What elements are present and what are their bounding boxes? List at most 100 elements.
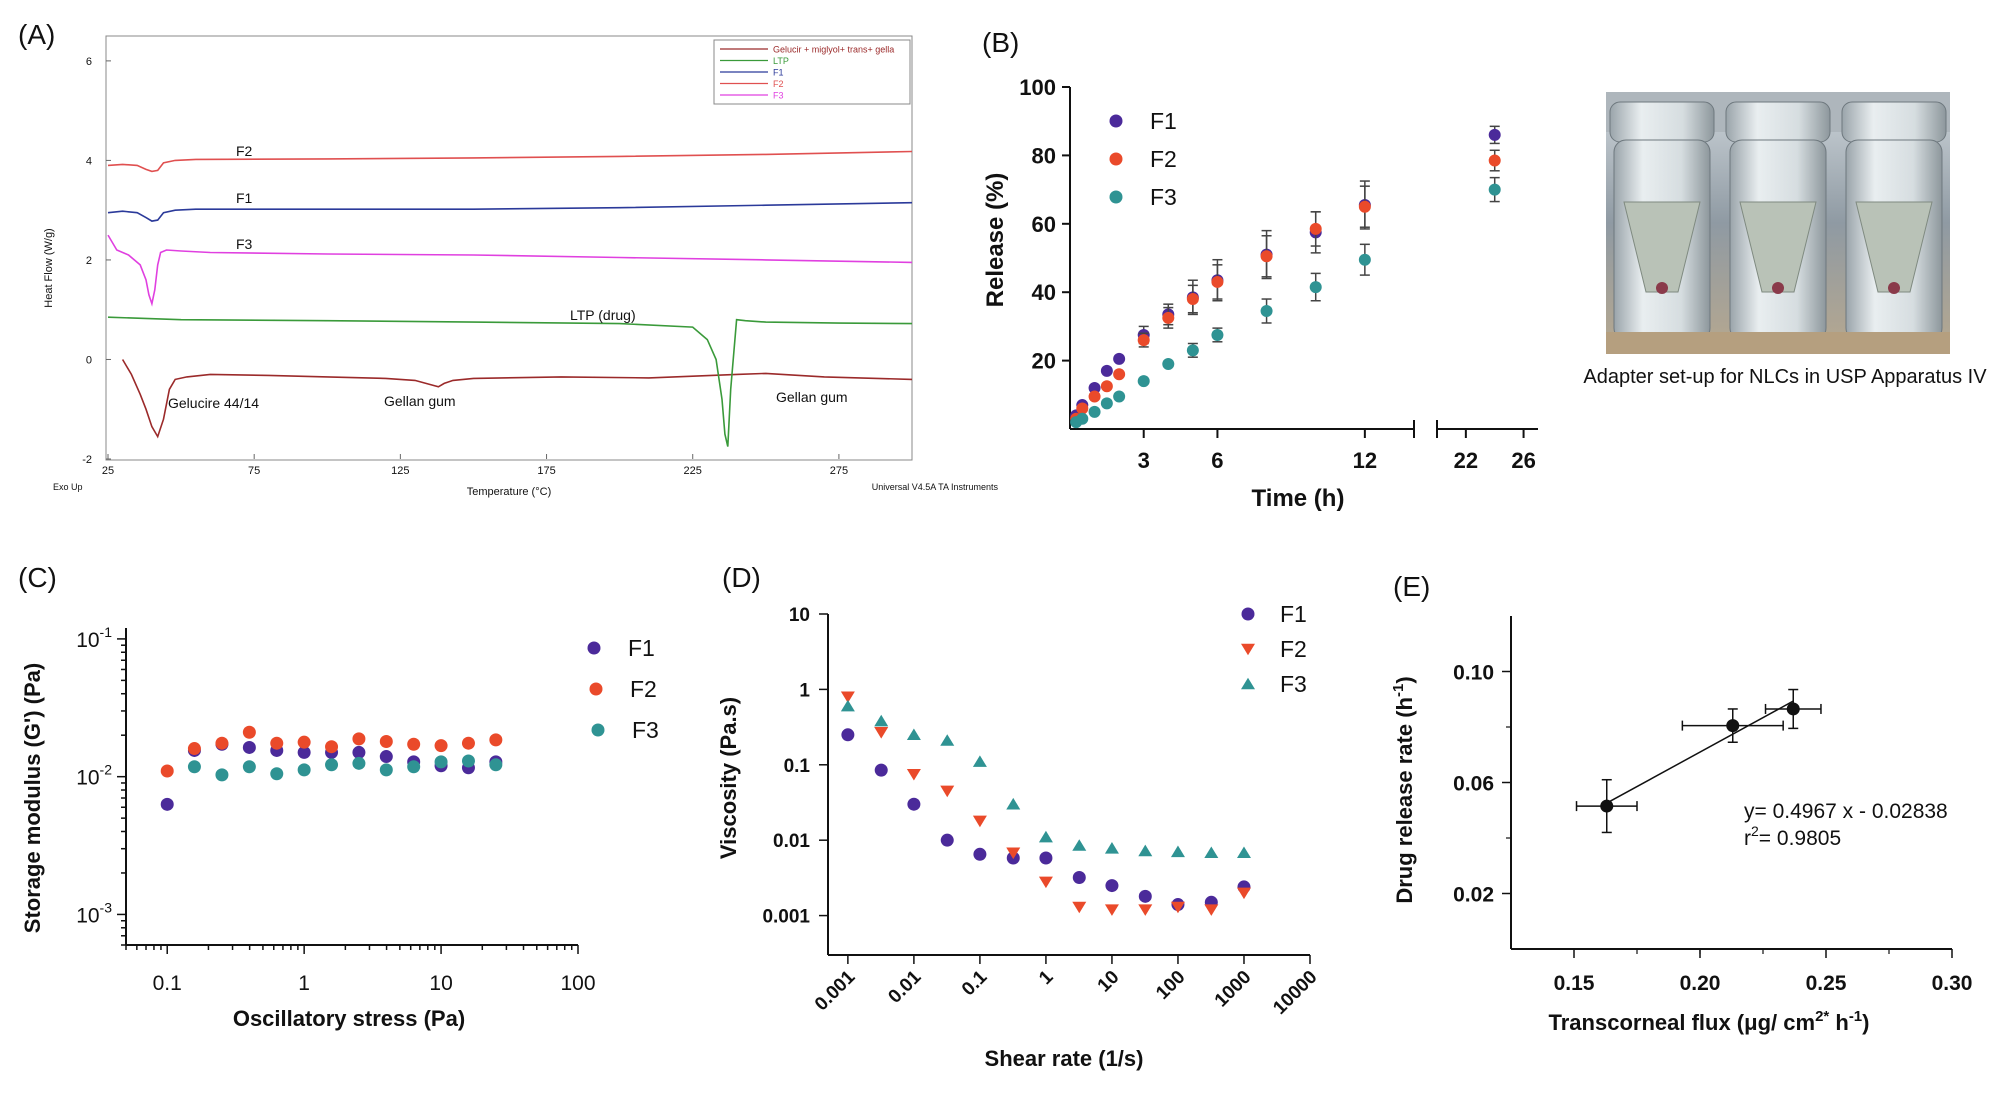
- release-point: [1100, 364, 1113, 377]
- storage-point: [297, 763, 311, 777]
- dsc-y-tick-label: -2: [82, 454, 92, 466]
- dsc-legend-label: F1: [773, 68, 784, 78]
- release-point: [1309, 222, 1322, 235]
- viscosity-x-tick-label: 0.01: [884, 966, 925, 1007]
- dsc-x-tick-label: 75: [248, 465, 260, 477]
- apparatus-photo: [1606, 92, 1950, 354]
- correlation-equation: y= 0.4967 x - 0.02838: [1744, 800, 1948, 823]
- dsc-y-tick-label: 4: [86, 155, 92, 167]
- storage-x-tick-label: 10: [429, 972, 452, 995]
- release-point: [1100, 380, 1113, 393]
- viscosity-point: [1105, 879, 1119, 893]
- dsc-x-tick-label: 125: [391, 465, 409, 477]
- release-point: [1358, 200, 1371, 213]
- viscosity-point: [940, 833, 954, 847]
- correlation-x-tick-label: 0.20: [1680, 972, 1721, 995]
- storage-point: [407, 737, 421, 751]
- viscosity-point: [1204, 846, 1219, 859]
- release-legend-marker: [1109, 190, 1123, 204]
- release-x-tick-label: 6: [1211, 448, 1223, 473]
- viscosity-point: [1006, 847, 1021, 860]
- release-point: [1309, 281, 1322, 294]
- dsc-legend-label: F2: [773, 79, 784, 89]
- viscosity-point: [1170, 845, 1185, 858]
- storage-point: [325, 740, 339, 754]
- storage-point: [242, 760, 256, 774]
- storage-point: [297, 735, 311, 749]
- dsc-chart: 25 75 125 175 225 275 -2 0 2 4 6 Gelucir + miglyol…: [43, 35, 998, 498]
- viscosity-ylabel: Viscosity (Pa.s): [716, 697, 741, 859]
- viscosity-point: [874, 727, 889, 739]
- correlation-y-tick-label: 0.06: [1453, 773, 1494, 796]
- storage-y-tick-label: 10-3: [76, 899, 112, 927]
- correlation-y-tick-label: 0.02: [1453, 884, 1494, 907]
- viscosity-point: [973, 847, 987, 861]
- viscosity-point: [906, 768, 921, 781]
- storage-y-tick-label: 10-1: [76, 624, 112, 652]
- adapter-2: [1725, 101, 1831, 341]
- release-ylabel: Release (%): [982, 173, 1009, 308]
- correlation-x-tick-label: 0.30: [1932, 972, 1973, 995]
- storage-x-tick-label: 100: [560, 972, 595, 995]
- viscosity-y-tick-label: 0.01: [773, 831, 810, 852]
- viscosity-point: [1006, 797, 1021, 810]
- storage-point: [242, 725, 256, 739]
- photo-caption: Adapter set-up for NLCs in USP Apparatus…: [1583, 366, 1987, 388]
- correlation-x-tick-label: 0.15: [1554, 972, 1595, 995]
- release-point: [1358, 253, 1371, 266]
- correlation-point: [1786, 702, 1800, 716]
- storage-legend-label: F2: [630, 676, 657, 702]
- viscosity-point: [1072, 839, 1087, 851]
- release-legend-label: F2: [1150, 146, 1177, 172]
- release-point: [1488, 154, 1501, 167]
- release-point: [1260, 305, 1273, 318]
- correlation-chart: 0.15 0.20 0.25 0.30 0.02 0.06 0.10 y= 0.4967 x…: [1390, 616, 1972, 1035]
- release-point: [1088, 405, 1101, 418]
- viscosity-x-tick-label: 10: [1094, 967, 1124, 997]
- dsc-x-tick-label: 275: [830, 465, 848, 477]
- dsc-annotation-f1: F1: [236, 190, 253, 206]
- viscosity-legend-label: F1: [1280, 601, 1307, 627]
- correlation-fit-line: [1606, 700, 1794, 804]
- viscosity-point: [840, 699, 855, 712]
- storage-legend-label: F1: [628, 635, 655, 661]
- storage-legend-label: F3: [632, 717, 659, 743]
- release-y-tick-label: 60: [1032, 212, 1056, 237]
- viscosity-point: [1138, 904, 1153, 916]
- release-point: [1137, 375, 1150, 388]
- viscosity-point: [1104, 904, 1119, 916]
- storage-point: [352, 745, 366, 759]
- panel-label-e: (E): [1393, 571, 1430, 602]
- viscosity-point: [940, 785, 955, 798]
- dsc-legend-label: LTP: [773, 56, 789, 66]
- storage-legend-marker: [589, 682, 603, 696]
- release-point: [1088, 390, 1101, 403]
- viscosity-point: [874, 714, 889, 727]
- viscosity-point: [972, 815, 987, 828]
- viscosity-point: [972, 755, 987, 767]
- viscosity-point: [874, 763, 888, 777]
- correlation-point: [1600, 799, 1614, 813]
- dsc-y-tick-label: 2: [86, 255, 92, 267]
- release-y-tick-label: 20: [1032, 349, 1056, 374]
- viscosity-point: [906, 728, 921, 741]
- adapter-3: [1841, 101, 1947, 341]
- viscosity-y-tick-label: 1: [799, 680, 810, 701]
- dsc-exo-up: Exo Up: [53, 482, 83, 492]
- storage-point: [352, 732, 366, 746]
- storage-point: [215, 768, 229, 782]
- viscosity-y-tick-label: 0.1: [784, 756, 811, 777]
- release-x-tick-label: 26: [1511, 448, 1535, 473]
- release-legend-label: F3: [1150, 184, 1177, 210]
- dsc-annotation-f2: F2: [236, 143, 253, 159]
- release-point: [1162, 311, 1175, 324]
- storage-point: [187, 760, 201, 774]
- viscosity-point: [1170, 901, 1185, 914]
- correlation-point: [1726, 719, 1740, 733]
- dsc-plot-frame: [105, 35, 913, 461]
- storage-x-tick-label: 1: [298, 972, 310, 995]
- release-point: [1076, 412, 1089, 425]
- dsc-series-line: [107, 201, 913, 222]
- release-point: [1162, 358, 1175, 371]
- viscosity-point: [1204, 904, 1219, 916]
